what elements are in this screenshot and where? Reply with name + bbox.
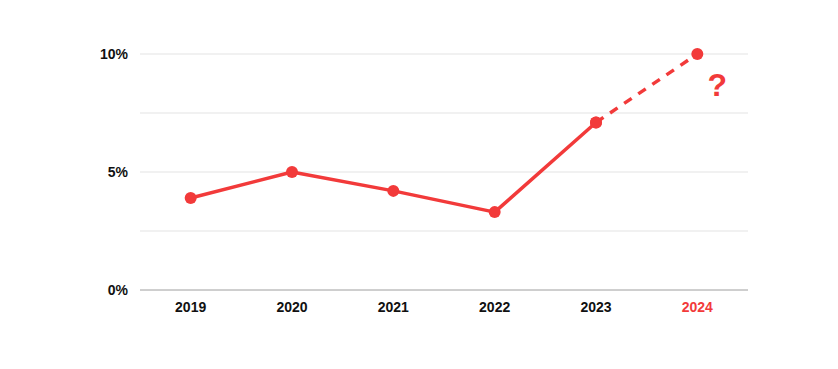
point-marker <box>286 166 298 178</box>
x-tick-label: 2019 <box>175 299 206 315</box>
chart-container: 0% 5% 10% 2019 2020 2021 2022 2023 2024? <box>0 0 838 369</box>
point-marker <box>590 116 602 128</box>
plot-area <box>185 48 704 218</box>
point-marker <box>590 116 602 128</box>
x-tick-label: 2023 <box>580 299 611 315</box>
grid-line <box>140 54 748 55</box>
annotation: ? <box>708 67 728 103</box>
x-tick-label: 2021 <box>378 299 409 315</box>
point-marker <box>489 206 501 218</box>
x-tick-label: 2022 <box>479 299 510 315</box>
point-marker <box>185 192 197 204</box>
minor-grid-line <box>140 231 748 232</box>
y-tick-label: 5% <box>108 164 129 180</box>
series-line <box>191 122 596 212</box>
grid-line <box>140 172 748 173</box>
axis-line <box>140 290 748 291</box>
chart: 0% 5% 10% 2019 2020 2021 2022 2023 2024? <box>0 0 838 369</box>
grid <box>140 54 748 290</box>
point-marker <box>691 48 703 60</box>
y-tick-label: 0% <box>108 282 129 298</box>
x-tick-label: 2024 <box>682 299 713 315</box>
series-line <box>596 54 697 122</box>
y-tick-label: 10% <box>100 46 129 62</box>
point-marker <box>387 185 399 197</box>
minor-grid-line <box>140 113 748 114</box>
x-tick-label: 2020 <box>276 299 307 315</box>
